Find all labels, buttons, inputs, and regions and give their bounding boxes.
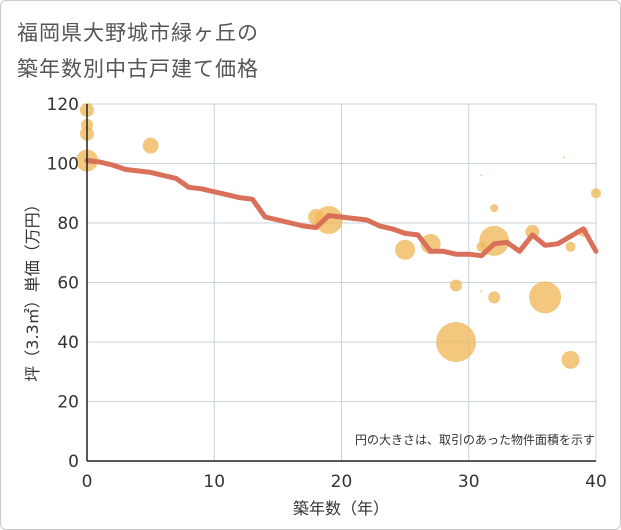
y-tick-label: 100	[47, 155, 79, 175]
x-tick-label: 10	[203, 472, 225, 492]
data-point	[591, 188, 601, 199]
data-point	[450, 279, 463, 292]
data-point	[490, 204, 499, 213]
chart-title: 福岡県大野城市緑ヶ丘の 築年数別中古戸建て価格	[17, 15, 259, 87]
x-tick-label: 0	[82, 472, 93, 492]
line-layer	[84, 158, 599, 259]
data-point	[314, 206, 343, 235]
y-tick-label: 0	[68, 452, 79, 472]
y-tick-label: 80	[57, 214, 79, 234]
axis-layer: 0 10 20 30 40 0 20 40 60 80 100 120	[47, 95, 607, 492]
data-point	[142, 137, 159, 154]
grid-layer	[86, 103, 597, 462]
y-tick-label: 120	[47, 95, 79, 115]
data-point	[480, 174, 483, 177]
y-tick-label: 40	[57, 333, 79, 353]
data-point	[563, 156, 566, 159]
average-price-line	[84, 158, 599, 259]
chart-title-line-2: 築年数別中古戸建て価格	[17, 57, 259, 81]
bubble-size-note: 円の大きさは、取引のあった物件面積を示す	[355, 432, 595, 447]
x-axis-label: 築年数（年）	[293, 499, 389, 518]
y-tick-label: 20	[57, 393, 79, 413]
data-point	[436, 322, 477, 362]
data-point	[565, 241, 576, 252]
y-tick-label: 60	[57, 274, 79, 294]
data-point	[529, 281, 562, 314]
x-tick-label: 30	[458, 472, 480, 492]
x-tick-label: 40	[585, 472, 607, 492]
data-point	[395, 239, 416, 260]
data-point	[561, 350, 580, 369]
bubble-layer	[76, 102, 601, 369]
chart-title-line-1: 福岡県大野城市緑ヶ丘の	[17, 21, 259, 45]
data-point	[488, 291, 501, 304]
data-point	[480, 290, 483, 293]
y-axis-label: 坪（3.3㎡）単価（万円）	[23, 196, 42, 381]
x-tick-label: 20	[331, 472, 353, 492]
